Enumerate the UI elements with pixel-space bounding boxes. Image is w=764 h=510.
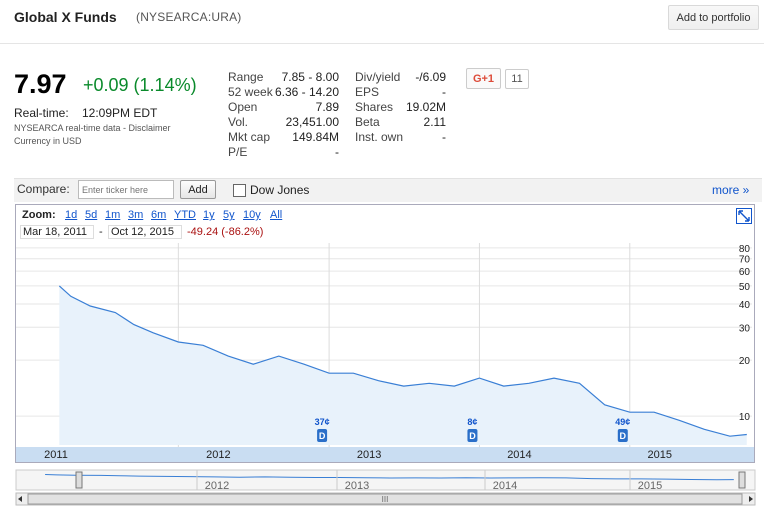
dow-jones-checkbox[interactable] [233,184,246,197]
zoom-1m[interactable]: 1m [105,209,121,221]
dividend-marker [467,429,478,442]
realtime-time: 12:09PM EDT [82,106,158,120]
stat-value-instown: - [442,130,446,144]
stat-label-shares: Shares [355,100,394,114]
x-tick-label: 2015 [648,449,672,461]
add-to-portfolio-button[interactable]: Add to portfolio [668,5,759,30]
zoom-3m[interactable]: 3m [128,209,144,221]
gplus-count: 11 [505,69,529,89]
stat-label-range: Range [228,70,264,84]
stat-label-instown: Inst. own [355,130,404,144]
dividend-marker [617,429,628,442]
zoom-label: Zoom: [22,209,56,221]
zoom-all[interactable]: All [270,209,283,221]
compare-label: Compare: [17,182,70,196]
stat-label-eps: EPS [355,85,380,99]
price-change: +0.09 (1.14%) [83,75,197,95]
data-source: NYSEARCA real-time data - Disclaimer Cur… [14,122,171,148]
navigator-label: 2015 [638,480,662,492]
price: 7.97 [14,69,67,99]
price-line [58,285,747,437]
realtime-label: Real-time: [14,106,69,120]
stat-value-beta: 2.11 [423,115,446,129]
zoom-5y[interactable]: 5y [223,209,235,221]
scroll-left-icon[interactable] [18,496,22,502]
stat-label-52week: 52 week [228,85,273,99]
compare-add-button[interactable]: Add [180,180,216,199]
start-date[interactable]: Mar 18, 2011 [20,225,94,239]
y-tick-label: 80 [739,244,751,255]
stat-value-open: 7.89 [315,100,339,114]
stat-value-eps: - [442,85,446,99]
x-tick-label: 2012 [206,449,230,461]
dividend-label: 49¢ [615,417,630,427]
stat-value-pe: - [335,145,339,159]
y-tick-label: 10 [739,412,751,423]
dividend-label: 8¢ [467,417,477,427]
stat-value-shares: 19.02M [405,100,446,114]
y-tick-label: 70 [739,255,751,266]
navigator-panel [15,469,756,491]
range-change: -49.24 (-86.2%) [187,226,264,238]
y-tick-label: 20 [739,356,751,367]
navigator-handle-right[interactable] [738,471,746,489]
stat-value-volume: 23,451.00 [285,115,339,129]
zoom-10y[interactable]: 10y [243,209,261,221]
scrollbar-thumb[interactable] [27,493,743,505]
stat-label-volume: Vol. [228,115,249,129]
x-tick-label: 2014 [507,449,531,461]
navigator-label: 2012 [205,480,229,492]
dividend-marker-letter: D [620,431,627,441]
scrollbar-grip-icon: III [382,495,389,504]
stat-label-beta: Beta [355,115,380,129]
dividend-marker-letter: D [469,431,476,441]
date-separator: - [99,226,103,238]
zoom-5d[interactable]: 5d [85,209,98,221]
dividend-label: 37¢ [315,417,330,427]
x-axis-band [16,447,754,462]
compare-ticker-input[interactable] [78,180,174,199]
zoom-ytd[interactable]: YTD [174,209,196,221]
y-tick-label: 40 [739,300,751,311]
navigator-label: 2014 [493,480,517,492]
stat-label-pe: P/E [228,145,248,159]
zoom-6m[interactable]: 6m [151,209,167,221]
y-tick-label: 60 [739,267,751,278]
dividend-marker [317,429,328,442]
x-tick-label: 2013 [357,449,381,461]
area-fill [59,285,747,445]
zoom-1y[interactable]: 1y [203,209,215,221]
ticker-symbol: (NYSEARCA:URA) [136,10,242,24]
y-tick-label: 50 [739,282,751,293]
scroll-right-icon[interactable] [749,496,753,502]
stat-value-range: 7.85 - 8.00 [281,70,339,84]
stat-label-mktcap: Mkt cap [228,130,271,144]
dow-jones-label: Dow Jones [250,183,310,197]
zoom-1d[interactable]: 1d [65,209,78,221]
navigator-line [45,474,734,481]
y-tick-label: 30 [739,323,751,334]
x-tick-label: 2011 [44,449,68,461]
stat-value-52week: 6.36 - 14.20 [274,85,339,99]
end-date[interactable]: Oct 12, 2015 [108,225,182,239]
stat-label-divyield: Div/yield [355,70,401,84]
expand-icon[interactable] [736,208,752,224]
source-line[interactable]: NYSEARCA real-time data - Disclaimer [14,123,171,133]
navigator-label: 2013 [345,480,369,492]
header-bar [0,0,764,44]
stat-label-open: Open [228,100,258,114]
stat-value-divyield: -/6.09 [415,70,446,84]
dividend-marker-letter: D [319,431,326,441]
gplus-button[interactable]: G+1 [466,68,501,89]
currency-line: Currency in USD [14,136,82,146]
navigator-handle-left[interactable] [75,471,83,489]
more-link[interactable]: more » [712,183,750,197]
stat-value-mktcap: 149.84M [292,130,339,144]
fund-name: Global X Funds [14,9,117,25]
